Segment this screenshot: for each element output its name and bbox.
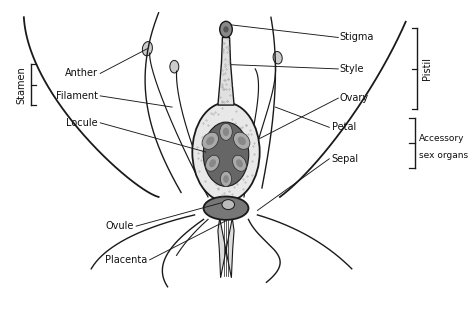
Ellipse shape (202, 132, 219, 149)
Ellipse shape (223, 175, 229, 183)
Ellipse shape (233, 155, 246, 171)
Ellipse shape (223, 127, 229, 136)
Ellipse shape (203, 197, 248, 220)
Ellipse shape (220, 21, 232, 37)
Ellipse shape (222, 200, 235, 210)
Text: Pistil: Pistil (422, 57, 432, 80)
Ellipse shape (203, 122, 249, 186)
Ellipse shape (206, 136, 214, 145)
Ellipse shape (223, 26, 228, 32)
Text: Locule: Locule (66, 118, 98, 128)
Text: sex organs: sex organs (419, 151, 468, 160)
Ellipse shape (237, 136, 246, 145)
Ellipse shape (206, 155, 219, 171)
Text: Petal: Petal (331, 122, 356, 132)
Ellipse shape (234, 132, 250, 149)
Ellipse shape (192, 103, 260, 202)
Text: Accessory: Accessory (419, 134, 465, 143)
Ellipse shape (220, 171, 232, 187)
Text: Style: Style (339, 64, 364, 74)
Text: Sepal: Sepal (331, 154, 359, 164)
Ellipse shape (236, 159, 243, 167)
Text: Ovule: Ovule (106, 221, 134, 231)
Polygon shape (218, 218, 234, 278)
Text: Anther: Anther (65, 69, 98, 78)
Text: Filament: Filament (56, 91, 98, 101)
Ellipse shape (170, 60, 179, 73)
Polygon shape (218, 37, 234, 105)
Text: Placenta: Placenta (105, 255, 147, 265)
Text: Stamen: Stamen (16, 66, 26, 104)
Ellipse shape (142, 42, 153, 56)
Ellipse shape (209, 159, 216, 167)
Text: Stigma: Stigma (339, 32, 374, 42)
Text: Ovary: Ovary (339, 93, 368, 103)
Ellipse shape (273, 51, 282, 64)
Ellipse shape (220, 123, 232, 140)
